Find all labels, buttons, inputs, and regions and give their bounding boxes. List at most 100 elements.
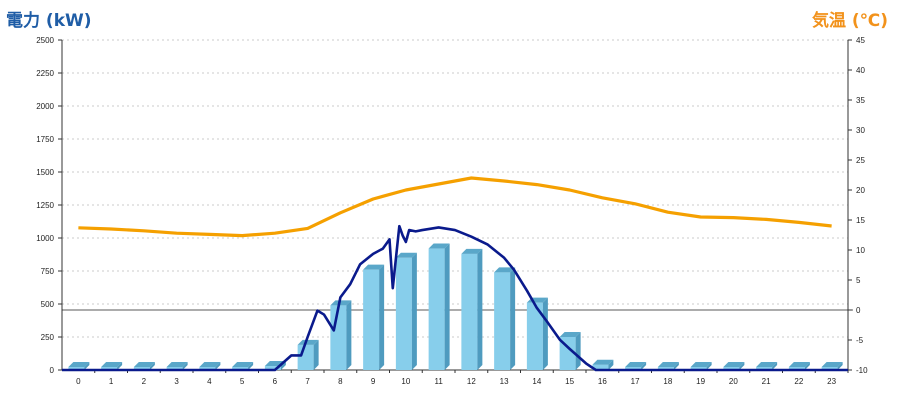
bar-front: [199, 367, 216, 370]
right-tick-label: 35: [856, 96, 865, 105]
bar-front: [625, 367, 642, 370]
bar-front: [330, 305, 347, 370]
right-tick-label: 30: [856, 126, 865, 135]
bar-side: [804, 362, 810, 370]
bar-top: [363, 264, 385, 270]
x-tick-label: 12: [467, 377, 476, 386]
bar-side: [772, 362, 778, 370]
bar-front: [428, 248, 445, 370]
bar-side: [379, 264, 385, 370]
bar-top: [199, 362, 221, 367]
x-tick-label: 23: [827, 377, 836, 386]
right-tick-label: 40: [856, 66, 865, 75]
x-tick-label: 6: [273, 377, 278, 386]
bar-top: [133, 362, 155, 367]
x-tick-label: 7: [305, 377, 310, 386]
bar-front: [166, 367, 183, 370]
x-tick-label: 17: [631, 377, 640, 386]
bar-side: [477, 248, 483, 370]
right-tick-label: 20: [856, 186, 865, 195]
x-tick-label: 9: [371, 377, 376, 386]
bar-front: [690, 367, 707, 370]
bar-side: [706, 362, 712, 370]
x-tick-label: 18: [663, 377, 672, 386]
bar-top: [559, 332, 581, 337]
right-tick-label: 25: [856, 156, 865, 165]
bar-top: [428, 243, 450, 249]
right-tick-label: -10: [856, 366, 868, 375]
bar-front: [232, 367, 249, 370]
left-tick-label: 1250: [36, 201, 54, 210]
bar-top: [232, 362, 254, 367]
bar-side: [346, 300, 352, 370]
bar-front: [723, 367, 740, 370]
temperature-line: [78, 176, 832, 238]
bar-side: [149, 362, 155, 370]
left-tick-label: 2000: [36, 102, 54, 111]
bar-side: [117, 362, 123, 370]
left-axis-title: 電力 (kW): [6, 11, 92, 31]
right-tick-label: 10: [856, 246, 865, 255]
left-tick-label: 250: [41, 333, 55, 342]
right-tick-label: 5: [856, 276, 861, 285]
bar-front: [559, 337, 576, 370]
bar-side: [510, 267, 516, 370]
bar-side: [641, 362, 647, 370]
bar-front: [494, 272, 511, 370]
bar-front: [101, 367, 118, 370]
x-tick-label: 21: [762, 377, 771, 386]
bar-top: [101, 362, 123, 367]
bar-front: [264, 366, 281, 370]
bar-top: [330, 300, 352, 306]
left-tick-label: 750: [41, 267, 55, 276]
bar-top: [723, 362, 745, 367]
bar-front: [363, 269, 380, 370]
bar-side: [248, 362, 254, 370]
bar-top: [494, 267, 516, 273]
x-tick-label: 19: [696, 377, 705, 386]
bar-front: [788, 367, 805, 370]
left-tick-label: 500: [41, 300, 55, 309]
x-tick-label: 13: [500, 377, 509, 386]
power-line: [62, 224, 848, 372]
left-tick-label: 2500: [36, 36, 54, 45]
bar-top: [68, 362, 90, 367]
left-tick-label: 1000: [36, 234, 54, 243]
x-tick-label: 5: [240, 377, 245, 386]
bar-side: [575, 332, 581, 370]
bar-side: [542, 297, 548, 370]
bar-front: [395, 257, 412, 370]
left-tick-label: 0: [50, 366, 55, 375]
bar-front: [756, 367, 773, 370]
bar-top: [756, 362, 778, 367]
x-tick-label: 8: [338, 377, 343, 386]
bar-side: [411, 252, 417, 370]
bar-front: [461, 253, 478, 370]
bar-top: [461, 248, 483, 254]
bar-front: [592, 364, 609, 370]
bar-top: [788, 362, 810, 367]
bar-side: [444, 243, 450, 370]
x-tick-label: 0: [76, 377, 81, 386]
x-tick-label: 16: [598, 377, 607, 386]
bar-side: [182, 362, 188, 370]
bar-top: [625, 362, 647, 367]
right-tick-label: -5: [856, 336, 864, 345]
bar-front: [526, 302, 543, 370]
bar-side: [84, 362, 90, 370]
x-tick-label: 1: [109, 377, 114, 386]
right-tick-label: 45: [856, 36, 865, 45]
x-tick-label: 22: [794, 377, 803, 386]
right-tick-label: 0: [856, 306, 861, 315]
bar-top: [166, 362, 188, 367]
bar-front: [821, 367, 838, 370]
bar-front: [68, 367, 85, 370]
bar-side: [837, 362, 843, 370]
right-tick-label: 15: [856, 216, 865, 225]
x-tick-label: 11: [434, 377, 443, 386]
x-tick-label: 14: [532, 377, 541, 386]
x-tick-label: 10: [401, 377, 410, 386]
bar-side: [280, 361, 286, 370]
bar-front: [657, 367, 674, 370]
